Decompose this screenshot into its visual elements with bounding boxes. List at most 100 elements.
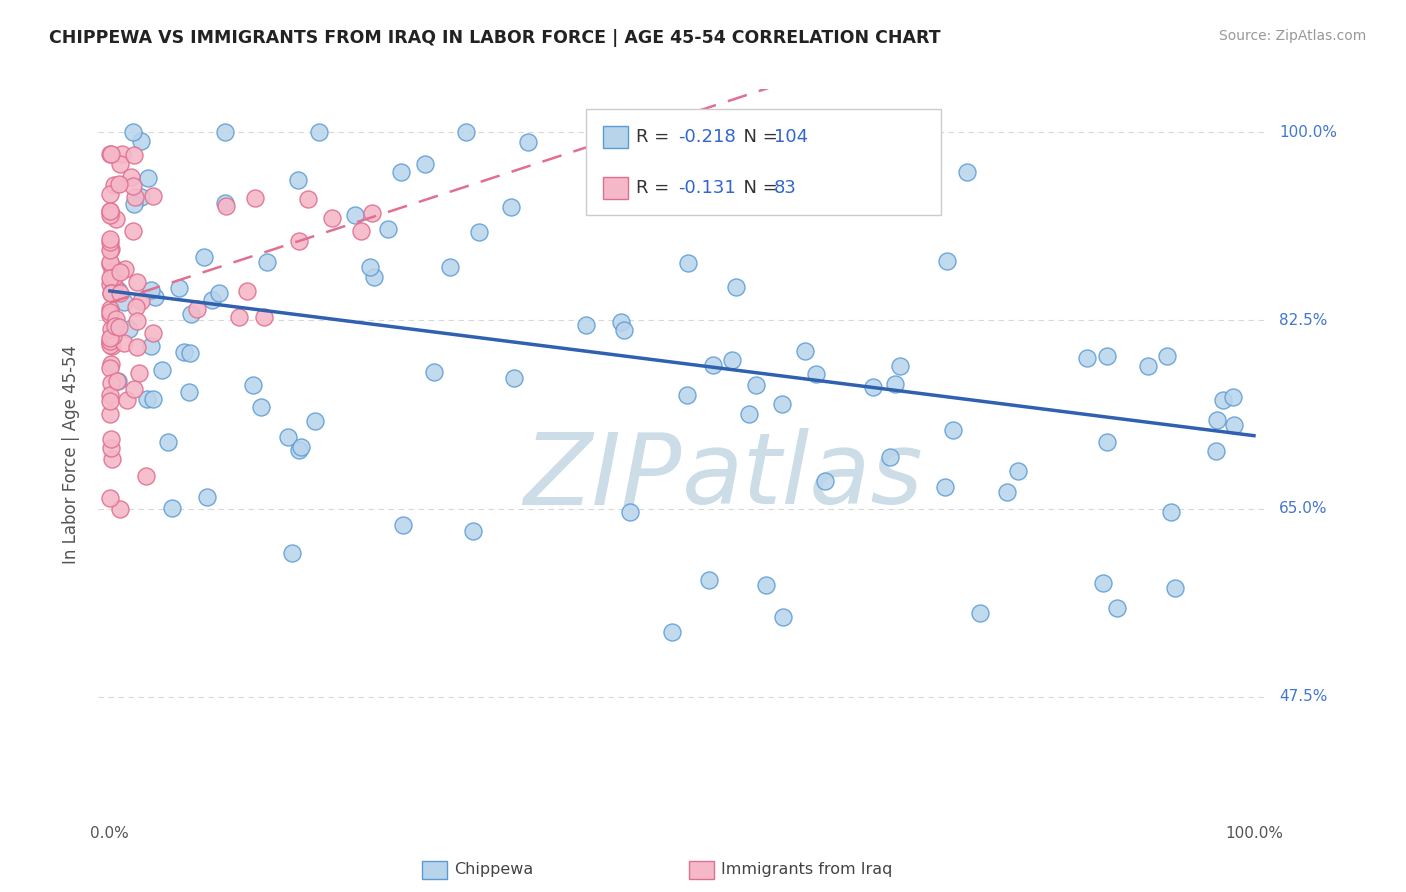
Point	[108, 156, 131, 170]
Point	[413, 157, 436, 171]
Point	[751, 136, 773, 151]
Text: CHIPPEWA VS IMMIGRANTS FROM IRAQ IN LABOR FORCE | AGE 45-54 CORRELATION CHART: CHIPPEWA VS IMMIGRANTS FROM IRAQ IN LABO…	[49, 29, 941, 46]
Point	[108, 501, 131, 516]
Point	[100, 376, 122, 390]
Point	[103, 270, 125, 285]
Point	[100, 207, 122, 221]
Point	[98, 334, 121, 349]
Point	[503, 371, 526, 385]
Point	[350, 224, 373, 238]
Point	[186, 301, 208, 316]
Point	[100, 146, 122, 161]
Point	[125, 301, 148, 315]
Point	[287, 173, 309, 187]
Point	[516, 135, 538, 149]
Point	[100, 361, 122, 376]
Point	[125, 340, 148, 354]
Point	[883, 376, 905, 391]
Point	[98, 302, 121, 317]
Point	[308, 125, 330, 139]
Point	[439, 260, 461, 274]
Text: 82.5%: 82.5%	[1279, 313, 1327, 328]
Point	[139, 283, 162, 297]
Point	[1156, 349, 1178, 363]
Point	[98, 232, 121, 246]
Point	[889, 359, 911, 373]
Point	[100, 285, 122, 300]
Point	[499, 200, 522, 214]
Point	[98, 305, 121, 319]
Point	[235, 284, 257, 298]
Point	[1097, 349, 1119, 363]
Point	[98, 254, 121, 268]
Point	[101, 329, 124, 343]
Point	[725, 280, 748, 294]
Point	[104, 319, 127, 334]
Point	[98, 388, 121, 402]
Text: -0.218: -0.218	[679, 128, 737, 145]
Point	[360, 206, 382, 220]
Text: 83: 83	[775, 179, 797, 197]
Point	[321, 211, 343, 225]
Point	[215, 198, 238, 212]
Point	[1095, 435, 1118, 450]
Point	[377, 221, 399, 235]
Point	[122, 224, 145, 238]
Point	[100, 357, 122, 371]
Point	[98, 208, 121, 222]
Point	[108, 177, 131, 191]
Point	[606, 125, 628, 139]
Point	[98, 146, 121, 161]
Point	[804, 367, 827, 381]
Point	[156, 434, 179, 449]
Point	[142, 392, 165, 406]
Point	[304, 414, 326, 428]
Point	[879, 450, 901, 464]
Point	[98, 277, 121, 292]
Point	[288, 234, 311, 248]
Point	[242, 377, 264, 392]
Point	[676, 256, 699, 270]
Point	[100, 442, 122, 456]
Point	[956, 164, 979, 178]
Point	[195, 490, 218, 504]
Point	[98, 271, 121, 285]
Text: atlas: atlas	[682, 428, 924, 525]
Point	[121, 125, 143, 139]
Point	[142, 189, 165, 203]
Point	[143, 290, 166, 304]
Point	[98, 338, 121, 352]
Y-axis label: In Labor Force | Age 45-54: In Labor Force | Age 45-54	[62, 345, 80, 565]
Text: N =: N =	[733, 128, 783, 145]
Point	[129, 134, 152, 148]
Point	[128, 366, 150, 380]
Point	[98, 334, 121, 348]
Point	[1007, 464, 1029, 478]
Point	[363, 269, 385, 284]
Text: -0.131: -0.131	[679, 179, 737, 197]
Point	[208, 285, 231, 300]
Point	[359, 260, 381, 275]
Point	[138, 171, 160, 186]
Point	[117, 322, 139, 336]
Point	[343, 208, 366, 222]
Point	[129, 190, 152, 204]
Point	[115, 392, 138, 407]
Point	[934, 480, 956, 494]
Point	[100, 285, 122, 300]
Point	[124, 190, 146, 204]
Point	[468, 225, 491, 239]
Text: 65.0%: 65.0%	[1279, 501, 1327, 516]
Point	[661, 625, 683, 640]
Point	[1205, 444, 1227, 458]
Point	[98, 408, 121, 422]
Point	[110, 265, 132, 279]
Point	[288, 443, 311, 458]
Point	[461, 524, 484, 539]
Text: N =: N =	[733, 179, 783, 197]
Point	[755, 578, 778, 592]
Point	[794, 344, 817, 359]
Text: Chippewa: Chippewa	[454, 863, 533, 877]
Point	[142, 326, 165, 340]
Point	[423, 365, 446, 379]
